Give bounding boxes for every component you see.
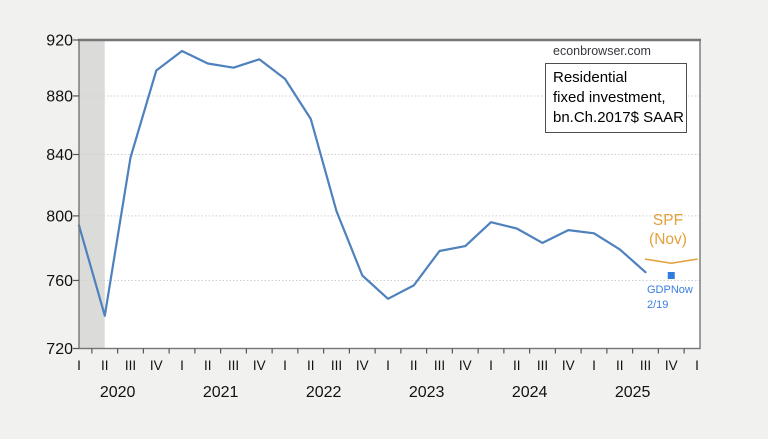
x-quarter-label: IV bbox=[459, 358, 472, 373]
watermark-text: econbrowser.com bbox=[553, 44, 651, 58]
x-quarter-label: I bbox=[180, 358, 184, 373]
year-label: 2021 bbox=[203, 384, 239, 401]
note-line-1: Residential bbox=[553, 69, 628, 86]
gdpnow-label: GDPNow 2/19 bbox=[647, 283, 693, 313]
x-quarter-label: II bbox=[204, 358, 212, 373]
x-quarter-label: IV bbox=[665, 358, 678, 373]
note-line-2: fixed investment, bbox=[553, 89, 666, 106]
y-tick-label: 880 bbox=[46, 88, 73, 105]
gdpnow-label-line-2: 2/19 bbox=[647, 299, 669, 311]
x-quarter-label: III bbox=[228, 358, 239, 373]
gdpnow-label-line-1: GDPNow bbox=[647, 284, 693, 296]
y-tick-label: 840 bbox=[46, 147, 73, 164]
series-note-box: Residential fixed investment, bn.Ch.2017… bbox=[545, 63, 687, 133]
actual-series-line bbox=[77, 49, 647, 317]
x-quarter-label: IV bbox=[562, 358, 575, 373]
year-label: 2023 bbox=[409, 384, 445, 401]
x-quarter-label: IV bbox=[150, 358, 163, 373]
note-line-3: bn.Ch.2017$ SAAR bbox=[553, 109, 684, 126]
x-quarter-label: II bbox=[513, 358, 521, 373]
x-quarter-label: II bbox=[307, 358, 315, 373]
x-quarter-label: I bbox=[592, 358, 596, 373]
y-tick-label: 800 bbox=[46, 208, 73, 225]
x-quarter-label: II bbox=[616, 358, 624, 373]
spf-forecast-line bbox=[644, 258, 698, 264]
x-quarter-label: III bbox=[537, 358, 548, 373]
x-quarter-label: III bbox=[434, 358, 445, 373]
year-label: 2022 bbox=[306, 384, 342, 401]
x-quarter-label: III bbox=[125, 358, 136, 373]
x-quarter-label: I bbox=[77, 358, 81, 373]
x-quarter-label: I bbox=[489, 358, 493, 373]
gdpnow-marker bbox=[667, 271, 675, 279]
year-label: 2025 bbox=[615, 384, 651, 401]
spf-label-line-1: SPF bbox=[652, 212, 684, 229]
x-quarter-label: II bbox=[410, 358, 418, 373]
x-quarter-label: III bbox=[331, 358, 342, 373]
x-quarter-label: IV bbox=[253, 358, 266, 373]
year-label: 2020 bbox=[100, 384, 136, 401]
year-label: 2024 bbox=[512, 384, 548, 401]
x-quarter-label: III bbox=[640, 358, 651, 373]
x-quarter-label: I bbox=[386, 358, 390, 373]
y-tick-label: 920 bbox=[46, 33, 73, 50]
x-quarter-label: IV bbox=[356, 358, 369, 373]
x-quarter-label: II bbox=[101, 358, 109, 373]
x-quarter-label: I bbox=[283, 358, 287, 373]
y-tick-label: 720 bbox=[46, 341, 73, 358]
spf-label-line-2: (Nov) bbox=[649, 231, 687, 248]
y-tick-label: 760 bbox=[46, 273, 73, 290]
spf-forecast-label: SPF (Nov) bbox=[636, 211, 700, 249]
x-quarter-label: I bbox=[695, 358, 699, 373]
